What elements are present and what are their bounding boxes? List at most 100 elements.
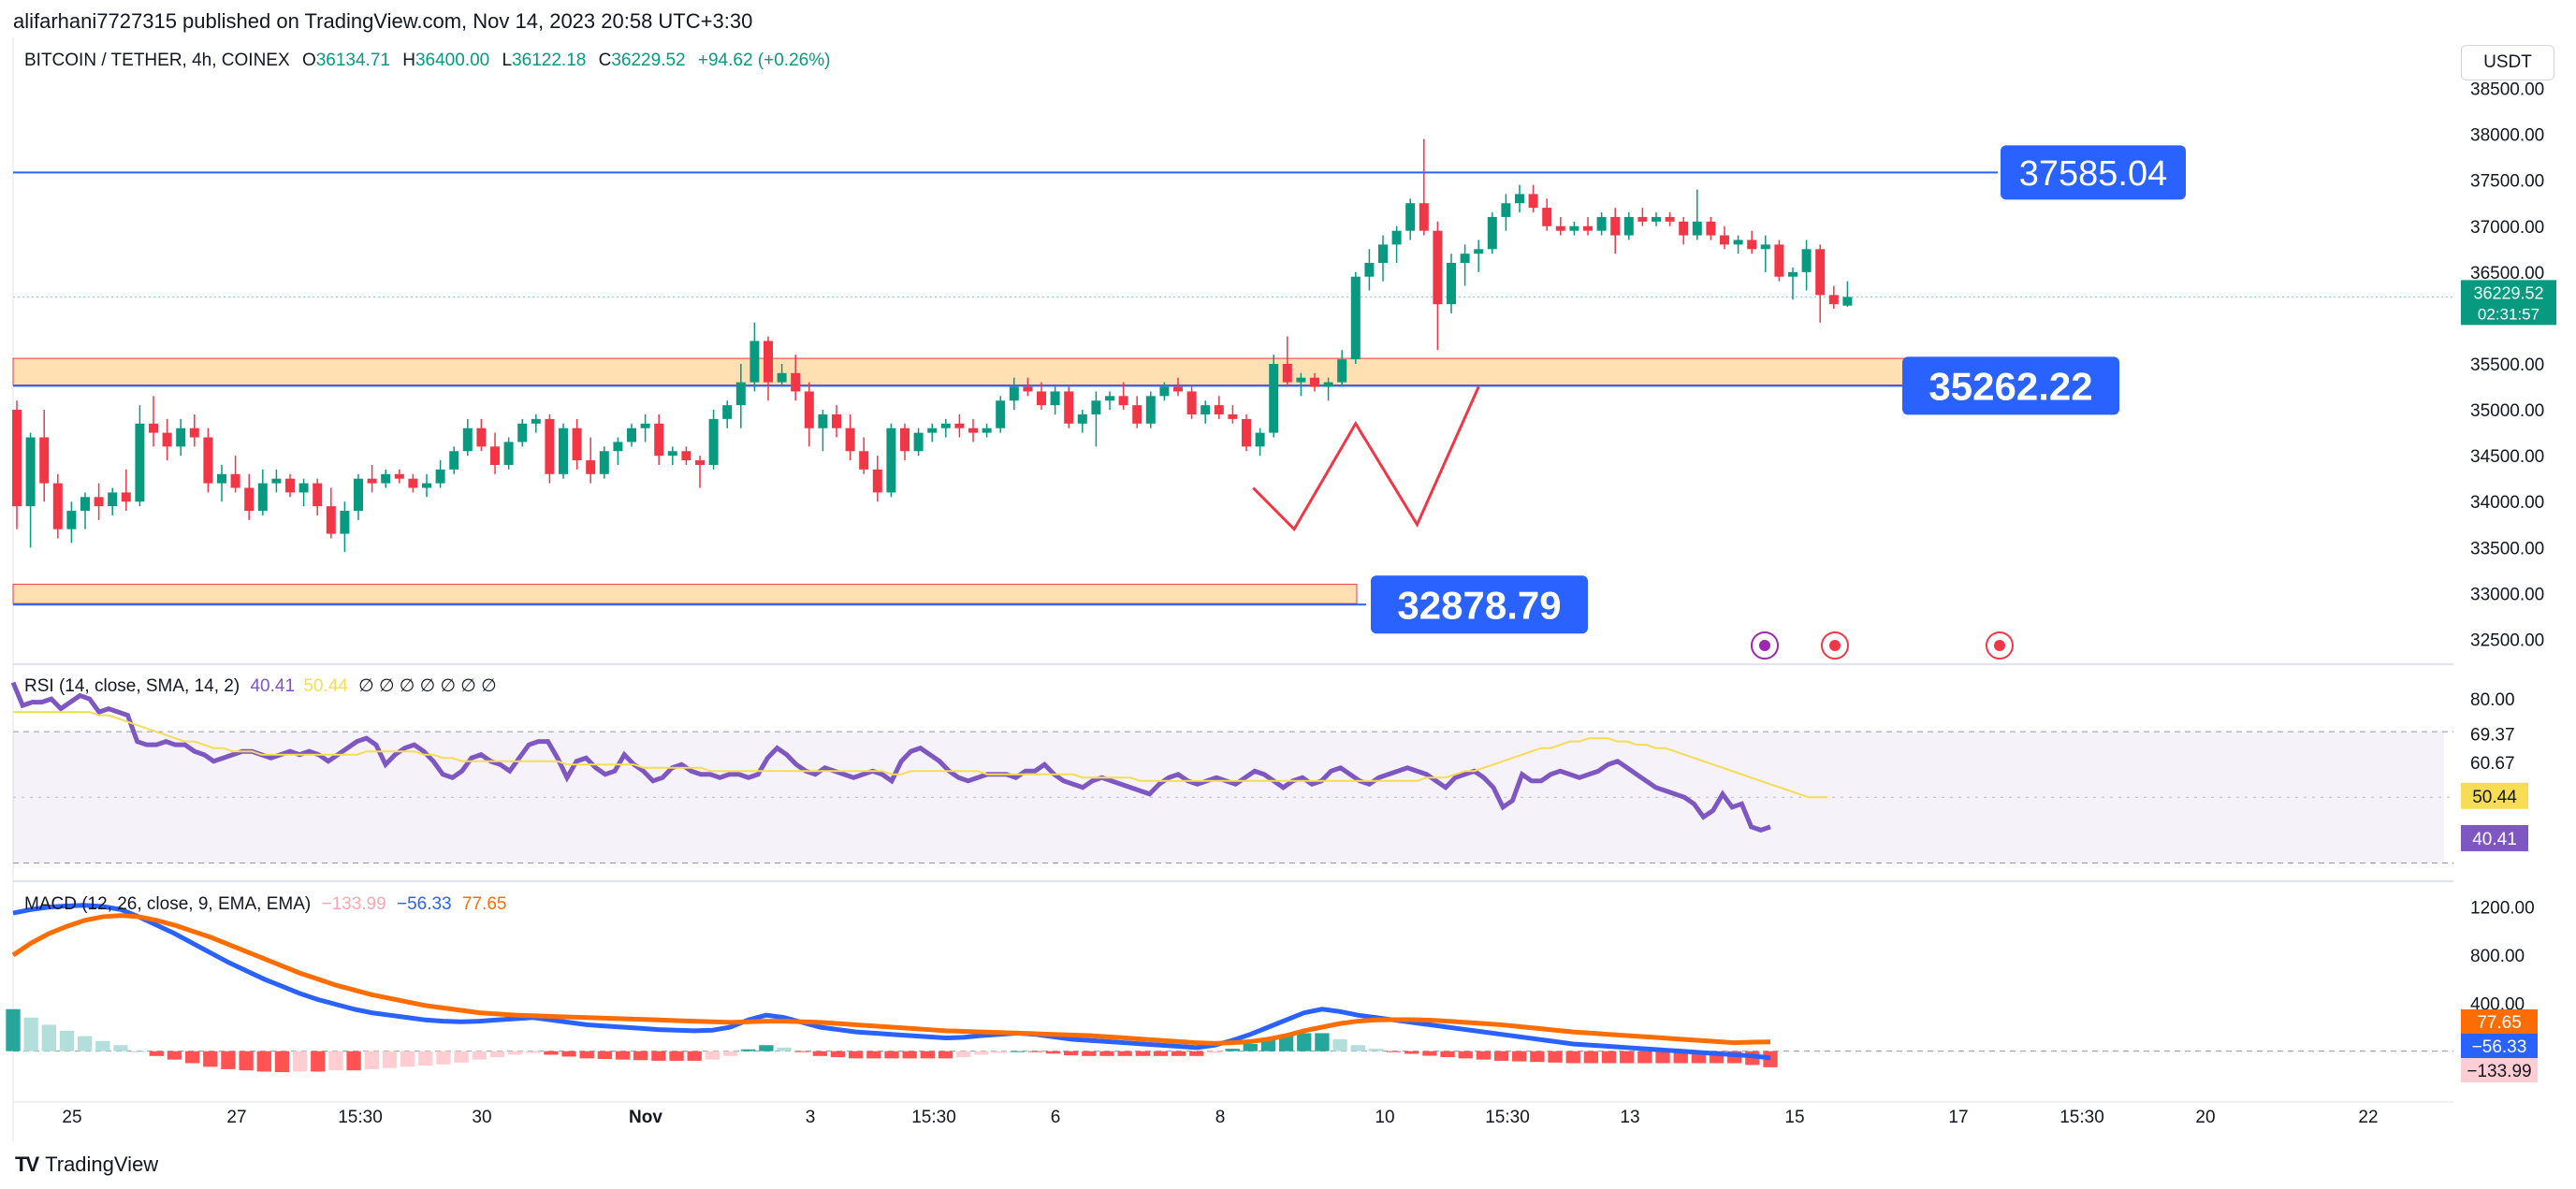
currency-selector[interactable]: USDT [2461, 45, 2554, 80]
macd-histogram-bar [1278, 1035, 1294, 1051]
price-axis-tick: 35000.00 [2470, 401, 2544, 421]
candle-body [1323, 382, 1333, 387]
candle-body [1460, 254, 1470, 264]
price-axis-tick: 38000.00 [2470, 126, 2544, 146]
macd-histogram-bar [1135, 1051, 1150, 1056]
candle-body [1296, 377, 1306, 383]
macd-histogram-bar [507, 1051, 523, 1055]
time-axis-tick: 15:30 [338, 1108, 383, 1127]
candle-body [845, 428, 855, 452]
price-axis-tick: 37000.00 [2470, 218, 2544, 238]
macd-histogram-bar [705, 1051, 720, 1060]
price-axis-tick: 32500.00 [2470, 631, 2544, 650]
macd-histogram-bar [830, 1051, 846, 1058]
macd-histogram-bar [1171, 1051, 1186, 1056]
candle-body [1555, 225, 1565, 231]
candle-body [1214, 405, 1224, 414]
candle-body [52, 483, 63, 529]
candle-body [1720, 235, 1729, 245]
macd-histogram-bar [274, 1051, 290, 1073]
candle-body [394, 473, 404, 479]
us-flag-event-icon-dot [1994, 640, 2005, 651]
candle-body [1118, 396, 1128, 406]
candle-body [1350, 276, 1361, 360]
macd-histogram-bar [1440, 1051, 1455, 1058]
macd-histogram-bar [1404, 1051, 1419, 1054]
macd-histogram-bar [472, 1051, 487, 1060]
rsi-axis-badge [2461, 824, 2528, 851]
price-level-label-box [1371, 575, 1588, 634]
macd-histogram-bar [1082, 1051, 1097, 1056]
candle-body [1037, 391, 1046, 406]
change-value: +94.62 (+0.26%) [697, 51, 831, 70]
macd-histogram-bar [579, 1051, 594, 1059]
macd-histogram-bar [669, 1051, 684, 1061]
last-price-badge-value: 36229.52 [2473, 283, 2543, 302]
rsi-sma-legend-value: 50.44 [303, 676, 348, 696]
macd-histogram-bar [292, 1051, 308, 1072]
macd-histogram-bar [311, 1051, 326, 1072]
macd-histogram-bar [113, 1045, 128, 1051]
time-axis-tick: 27 [226, 1108, 246, 1127]
macd-histogram-bar [1063, 1051, 1079, 1056]
rsi-legend-value: 40.41 [250, 676, 296, 696]
candle-body [1569, 225, 1579, 231]
candle-body [271, 478, 282, 484]
candle-body [859, 451, 869, 470]
hist-legend-value: −133.99 [321, 894, 386, 914]
candle-body [25, 437, 36, 507]
rsi-legend[interactable]: RSI (14, close, SMA, 14, 2) 40.41 50.44 … [24, 675, 497, 697]
macd-histogram-bar [1458, 1051, 1473, 1059]
candle-body [954, 423, 965, 428]
candle-body [1652, 216, 1661, 222]
macd-histogram-bar [1368, 1049, 1384, 1051]
macd-histogram-bar [1583, 1051, 1599, 1064]
time-axis-tick: Nov [629, 1108, 662, 1127]
symbol-name[interactable]: BITCOIN / TETHER, 4h, COINEX [24, 51, 290, 70]
macd-histogram-bar [167, 1051, 182, 1060]
time-axis-tick: 15 [1784, 1108, 1804, 1127]
attribution-text: alifarhani7727315 published on TradingVi… [13, 9, 753, 33]
tradingview-logo-icon: TV [15, 1153, 39, 1176]
candle-body [586, 460, 596, 474]
candle-body [1733, 239, 1743, 245]
macd-signal-line [11, 913, 1771, 1046]
macd-legend[interactable]: MACD (12, 26, close, 9, EMA, EMA) −133.9… [24, 894, 506, 915]
macd-histogram-bar [1189, 1051, 1204, 1056]
rsi-sma-axis-value: 50.44 [2472, 788, 2517, 807]
macd-histogram-bar [651, 1051, 666, 1061]
macd-histogram-bar [561, 1051, 576, 1057]
candle-body [1474, 249, 1484, 254]
candle-body [340, 511, 350, 534]
candle-body [1201, 405, 1211, 414]
candle-body [940, 423, 951, 428]
macd-histogram-bar [59, 1030, 75, 1051]
candle-body [189, 428, 199, 438]
macd-title: MACD (12, 26, close, 9, EMA, EMA) [24, 894, 312, 914]
macd-histogram-bar [1655, 1051, 1670, 1064]
rsi-sma-axis-badge [2461, 782, 2528, 809]
candle-body [1282, 364, 1292, 383]
macd-histogram-bar [992, 1051, 1007, 1053]
candle-body [490, 446, 500, 465]
price-level-label: 35262.22 [1928, 364, 2092, 408]
macd-histogram-bar [454, 1051, 469, 1063]
candle-body [313, 483, 323, 507]
candle-body [367, 478, 377, 484]
candle-body [39, 437, 50, 484]
symbol-legend[interactable]: BITCOIN / TETHER, 4h, COINEX O36134.71 H… [24, 51, 830, 71]
macd-histogram-bar [1565, 1051, 1580, 1064]
time-axis-tick: 6 [1051, 1108, 1061, 1127]
candle-body [462, 428, 473, 452]
candle-body [217, 473, 226, 484]
candle-body [735, 382, 746, 406]
macd-histogram-bar [812, 1051, 828, 1056]
candle-body [572, 428, 582, 461]
macd-histogram-bar [1207, 1051, 1222, 1053]
candle-body [832, 413, 841, 428]
candle-body [244, 487, 255, 512]
macd-histogram-bar [1512, 1051, 1527, 1062]
candle-body [531, 418, 541, 424]
candle-body [1515, 194, 1524, 204]
